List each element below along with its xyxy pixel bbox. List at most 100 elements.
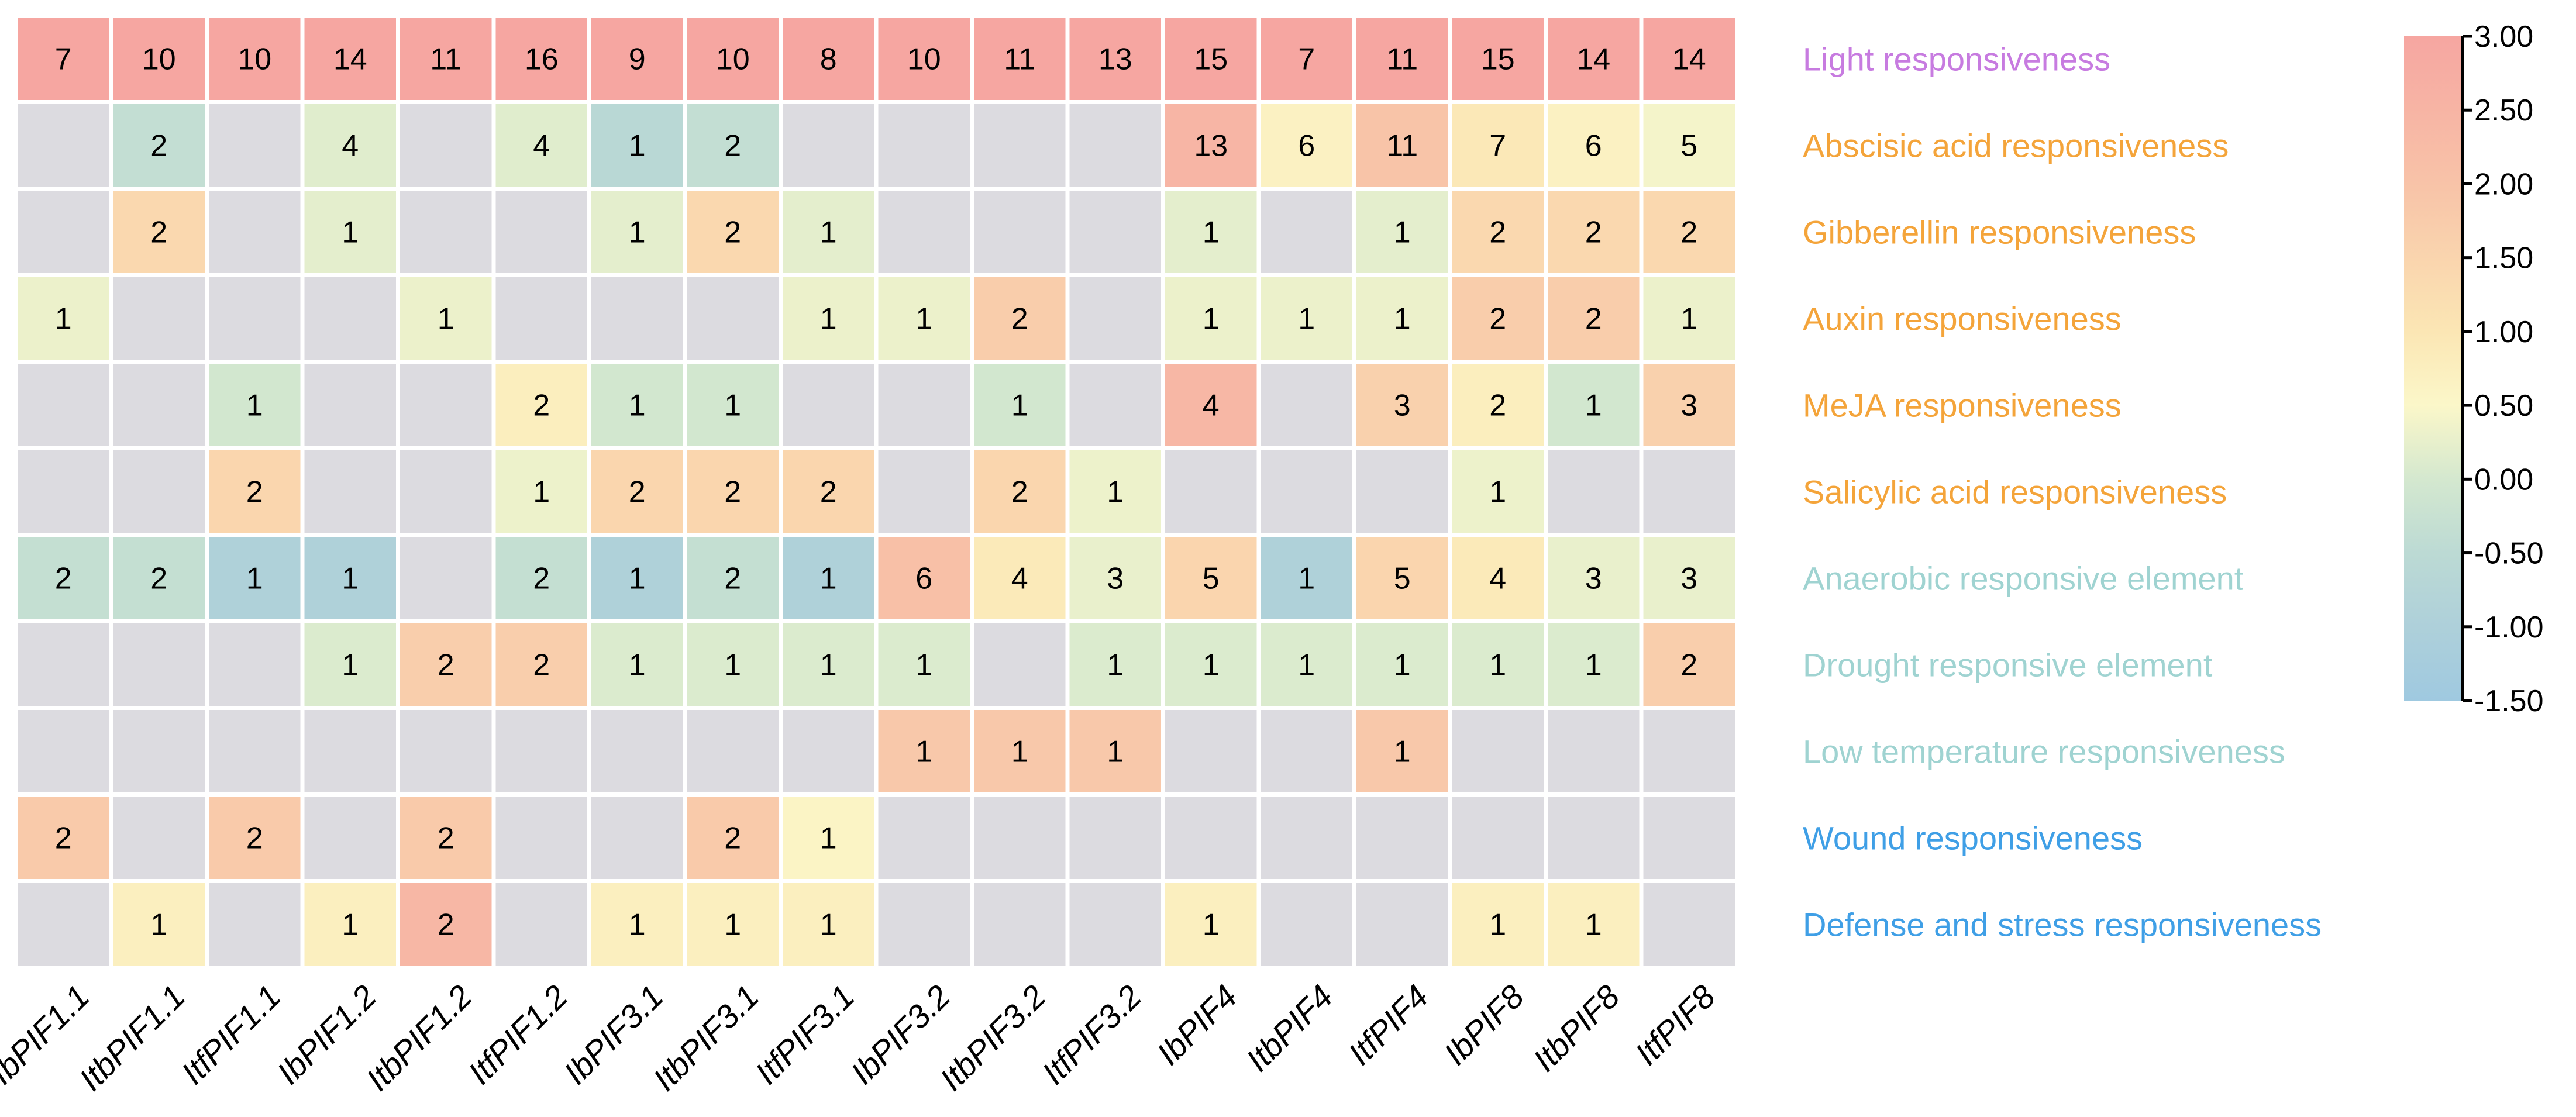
heatmap-cell [113, 883, 205, 966]
heatmap-cell [878, 623, 970, 706]
cell-value-label: 10 [142, 43, 176, 77]
cell-value-label: 5 [1394, 562, 1411, 596]
column-label: IbPIF8 [1437, 978, 1531, 1072]
heatmap-cell [400, 797, 492, 879]
cell-value-label: 1 [1489, 475, 1506, 509]
heatmap-cell [783, 710, 874, 792]
colorbar-tick-label: -1.50 [2474, 684, 2544, 718]
heatmap-cell [1165, 191, 1257, 273]
cell-value-label: 1 [342, 216, 359, 250]
heatmap-cell [1548, 104, 1640, 187]
heatmap-cell [209, 450, 301, 533]
heatmap-cell [1261, 710, 1352, 792]
heatmap-cell [304, 191, 396, 273]
heatmap-cell [304, 797, 396, 879]
heatmap-cell [400, 537, 492, 619]
cell-value-label: 3 [1680, 389, 1697, 423]
cell-value-label: 1 [1394, 735, 1411, 769]
heatmap-cell [1452, 450, 1544, 533]
cell-value-label: 2 [724, 562, 741, 596]
cell-value-label: 1 [1585, 649, 1602, 682]
heatmap-cell [783, 104, 874, 187]
heatmap-cell [495, 450, 587, 533]
cell-value-label: 1 [724, 649, 741, 682]
heatmap-cell [495, 710, 587, 792]
heatmap-cell [1643, 710, 1735, 792]
heatmap-cell [1356, 191, 1448, 273]
cell-value-label: 1 [1203, 302, 1220, 336]
heatmap-cell [304, 364, 396, 446]
heatmap-cell [1069, 450, 1161, 533]
heatmap-cell [18, 191, 109, 273]
cell-value-label: 1 [1107, 735, 1124, 769]
colorbar-tick-label: 1.50 [2474, 242, 2533, 275]
heatmap-cell [1452, 883, 1544, 966]
heatmap-cell [400, 364, 492, 446]
cell-value-label: 1 [629, 389, 646, 423]
heatmap-cell [209, 537, 301, 619]
heatmap-cell [495, 883, 587, 966]
color-scale-legend: 3.00 2.50 2.00 1.50 1.00 0.50 0.00 -0.50 -1.00 -1… [2404, 20, 2544, 718]
heatmap-cell [1548, 364, 1640, 446]
cell-value-label: 2 [150, 129, 167, 163]
heatmap-cell [1643, 277, 1735, 360]
cell-value-label: 11 [1004, 43, 1035, 77]
heatmap-cell [495, 191, 587, 273]
heatmap-cell [400, 191, 492, 273]
heatmap-cell [687, 883, 779, 966]
heatmap-cell [1356, 883, 1448, 966]
heatmap-cell [304, 450, 396, 533]
cell-value-label: 1 [724, 389, 741, 423]
heatmap-cell [591, 537, 683, 619]
heatmap-cell [974, 883, 1066, 966]
heatmap-cell [304, 710, 396, 792]
cell-value-label: 1 [1011, 735, 1028, 769]
heatmap-cell [1261, 364, 1352, 446]
cell-value-label: 1 [915, 735, 932, 769]
cell-value-label: 6 [1585, 129, 1602, 163]
heatmap-cell [878, 797, 970, 879]
cell-value-label: 2 [150, 562, 167, 596]
column-label: ItbPIF1.1 [72, 978, 192, 1098]
heatmap-cell [1356, 277, 1448, 360]
heatmap-cell [974, 450, 1066, 533]
heatmap-cell [1069, 537, 1161, 619]
heatmap-cell [495, 797, 587, 879]
heatmap-cell [1069, 623, 1161, 706]
cell-value-label: 2 [1585, 302, 1602, 336]
cell-value-label: 1 [629, 908, 646, 942]
heatmap-cell [1165, 537, 1257, 619]
cell-value-label: 2 [1585, 216, 1602, 250]
colorbar-tick-label: 2.50 [2474, 94, 2533, 127]
cell-value-label: 4 [1011, 562, 1028, 596]
heatmap-cell [209, 104, 301, 187]
cell-value-label: 2 [724, 129, 741, 163]
cell-value-label: 1 [629, 216, 646, 250]
heatmap-cell [1356, 18, 1448, 100]
heatmap-cell [974, 537, 1066, 619]
cell-value-label: 1 [820, 562, 837, 596]
colorbar-tick-label: -1.00 [2474, 611, 2544, 644]
heatmap-cell [878, 364, 970, 446]
row-label: Anaerobic responsive element [1803, 560, 2244, 597]
cell-value-label: 15 [1194, 43, 1228, 77]
heatmap-cell [18, 710, 109, 792]
heatmap-cell [1069, 191, 1161, 273]
cell-value-label: 1 [820, 649, 837, 682]
cell-value-label: 9 [629, 43, 646, 77]
heatmap-cell [1452, 104, 1544, 187]
heatmap-cell [209, 883, 301, 966]
cell-value-label: 1 [1107, 475, 1124, 509]
heatmap-cell [687, 797, 779, 879]
heatmap-cell [1069, 277, 1161, 360]
heatmap-cell [1548, 537, 1640, 619]
heatmap-cell [495, 277, 587, 360]
cell-value-label: 2 [1011, 302, 1028, 336]
heatmap-cell [591, 623, 683, 706]
heatmap-cell [783, 18, 874, 100]
heatmap-cell [783, 883, 874, 966]
heatmap-cell [209, 364, 301, 446]
heatmap-cell [878, 710, 970, 792]
heatmap-cell [1643, 883, 1735, 966]
heatmap-cell [1548, 797, 1640, 879]
